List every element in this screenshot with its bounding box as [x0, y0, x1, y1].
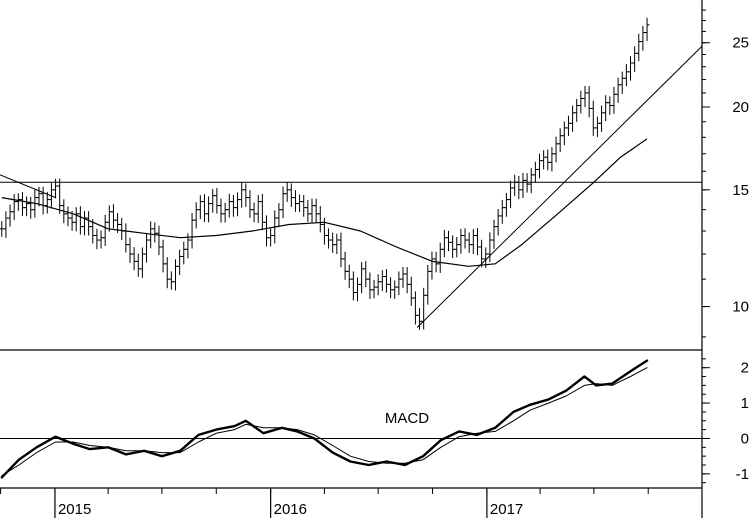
time-axis-year-label: 2015	[58, 501, 91, 518]
macd-lines	[0, 359, 702, 479]
trend-line	[416, 45, 703, 328]
price-y-axis: 10 15 20 25	[702, 9, 749, 338]
macd-signal-line	[1, 367, 648, 477]
price-axis-tick-label: 20	[732, 99, 749, 116]
macd-axis-tick-label: 2	[741, 360, 749, 377]
macd-axis-tick-label: 0	[741, 430, 749, 447]
trend-line	[0, 174, 56, 199]
chart-frame	[0, 0, 703, 518]
macd-line	[0, 359, 649, 479]
price-overlay-lines	[0, 45, 703, 328]
ohlc-bar	[644, 17, 650, 42]
macd-axis-tick-label: 1	[741, 395, 749, 412]
price-panel	[0, 17, 703, 330]
time-x-axis: 2015 2016 2017	[0, 488, 649, 518]
time-axis-year-label: 2017	[490, 501, 523, 518]
macd-panel-title: MACD	[385, 410, 429, 427]
price-bars	[0, 17, 650, 330]
time-axis-year-label: 2016	[274, 501, 307, 518]
macd-axis-tick-label: -1	[736, 466, 749, 483]
macd-panel: MACD	[0, 359, 702, 479]
macd-y-axis: -1 0 1 2	[702, 358, 749, 484]
price-axis-tick-label: 10	[732, 299, 749, 316]
moving-average-line	[1, 138, 648, 267]
price-axis-tick-label: 15	[732, 182, 749, 199]
price-axis-tick-label: 25	[732, 35, 749, 52]
